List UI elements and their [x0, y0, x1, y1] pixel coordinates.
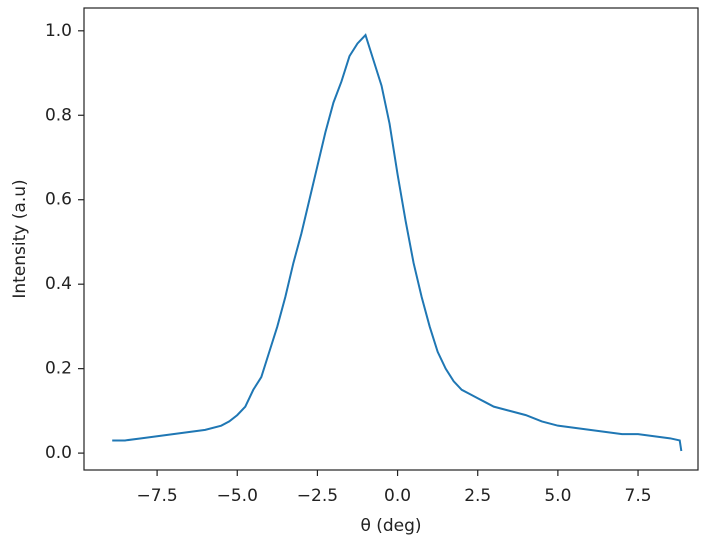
y-tick-label: 0.2 [45, 359, 72, 379]
x-tick-label: −2.5 [297, 486, 338, 506]
x-tick-label: 7.5 [625, 486, 652, 506]
x-tick-label: −5.0 [217, 486, 258, 506]
x-tick-label: 0.0 [384, 486, 411, 506]
data-line [112, 33, 683, 452]
y-axis-label: Intensity (a.u) [10, 179, 30, 298]
y-tick-label: 0.8 [45, 105, 72, 125]
x-tick-label: 5.0 [544, 486, 571, 506]
x-axis-label: θ (deg) [360, 516, 421, 536]
x-tick-label: −7.5 [136, 486, 177, 506]
y-tick-label: 0.4 [45, 274, 72, 294]
y-tick-label: 0.0 [45, 443, 72, 463]
y-tick-label: 0.6 [45, 190, 72, 210]
plot-frame [83, 7, 699, 471]
x-tick-label: 2.5 [464, 486, 491, 506]
y-tick-label: 1.0 [45, 21, 72, 41]
